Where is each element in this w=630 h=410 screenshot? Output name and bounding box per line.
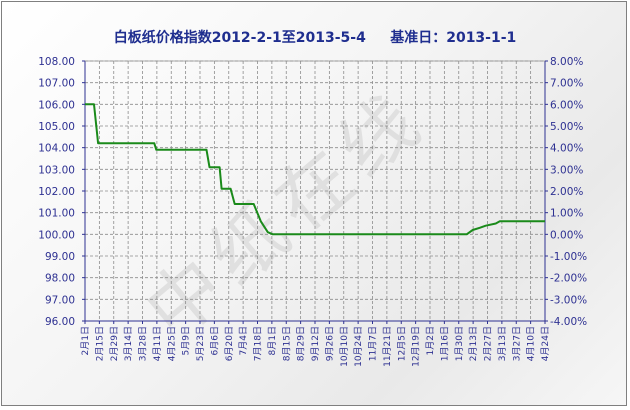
chart-title: 白板纸价格指数2012-2-1至2013-5-4 基准日：2013-1-1 [113, 30, 517, 46]
x-tick-label: 6月20日 [224, 326, 235, 361]
x-tick-label: 3月27日 [511, 326, 522, 361]
x-tick-label: 4月24日 [540, 326, 551, 361]
left-y-tick-label: 106.00 [38, 99, 75, 111]
x-tick-label: 6月6日 [209, 326, 220, 355]
x-tick-label: 11月21日 [382, 326, 393, 367]
right-y-tick-label: -2.00% [550, 273, 587, 285]
right-y-tick-label: -1.00% [550, 251, 587, 263]
x-tick-label: 2月13日 [468, 326, 479, 361]
x-tick-label: 1月30日 [454, 326, 465, 361]
x-tick-label: 2月1日 [80, 326, 91, 355]
x-tick-label: 10月24日 [353, 326, 364, 367]
left-y-tick-label: 100.00 [38, 229, 75, 241]
left-y-tick-label: 97.00 [45, 294, 75, 306]
x-tick-label: 4月11日 [152, 326, 163, 361]
x-tick-label: 2月27日 [483, 326, 494, 361]
x-tick-label: 12月19日 [411, 326, 422, 367]
right-y-tick-label: 7.00% [550, 78, 583, 90]
x-tick-label: 4月10日 [526, 326, 537, 361]
right-y-axis-ticks: 8.00% 7.00% 6.00% 5.00% 4.00% 3.00% 2.00% 1.00%… [545, 56, 587, 328]
x-tick-label: 4月25日 [166, 326, 177, 361]
x-tick-label: 1月16日 [439, 326, 450, 361]
left-y-axis-ticks: 108.00 107.00 106.00 105.00 104.00 103.00 102.… [38, 56, 85, 328]
x-tick-label: 9月12日 [310, 326, 321, 361]
right-y-tick-label: 4.00% [550, 143, 583, 155]
left-y-tick-label: 102.00 [38, 186, 75, 198]
right-y-tick-label: 0.00% [550, 229, 583, 241]
x-tick-label: 8月15日 [281, 326, 292, 361]
left-y-tick-label: 98.00 [45, 273, 75, 285]
right-y-tick-label: 5.00% [550, 121, 583, 133]
x-tick-label: 3月13日 [497, 326, 508, 361]
right-y-tick-label: 2.00% [550, 186, 583, 198]
x-tick-label: 7月4日 [238, 326, 249, 355]
line-chart: 108.00 107.00 106.00 105.00 104.00 103.00 102.… [38, 56, 587, 367]
gridlines [84, 60, 546, 322]
x-tick-label: 8月1日 [267, 326, 278, 355]
right-y-tick-label: 1.00% [550, 208, 583, 220]
x-tick-label: 5月9日 [181, 326, 192, 355]
left-y-tick-label: 105.00 [38, 121, 75, 133]
x-tick-label: 3月28日 [138, 326, 149, 361]
left-y-tick-label: 103.00 [38, 164, 75, 176]
left-y-tick-label: 107.00 [38, 78, 75, 90]
right-y-tick-label: 3.00% [550, 164, 583, 176]
left-y-tick-label: 108.00 [38, 56, 75, 68]
x-tick-label: 2月15日 [94, 326, 105, 361]
right-y-tick-label: 6.00% [550, 99, 583, 111]
left-y-tick-label: 96.00 [45, 316, 75, 328]
x-tick-label: 2月29日 [109, 326, 120, 361]
x-tick-label: 12月5日 [396, 326, 407, 361]
x-tick-label: 3月14日 [123, 326, 134, 361]
x-tick-label: 8月29日 [296, 326, 307, 361]
left-y-tick-label: 99.00 [45, 251, 75, 263]
x-tick-label: 10月10日 [339, 326, 350, 367]
x-tick-label: 9月26日 [324, 326, 335, 361]
x-tick-label: 5月23日 [195, 326, 206, 361]
x-tick-label: 7月18日 [253, 326, 264, 361]
right-y-tick-label: 8.00% [550, 56, 583, 68]
left-y-tick-label: 104.00 [38, 143, 75, 155]
x-tick-label: 11月7日 [368, 326, 379, 361]
right-y-tick-label: -3.00% [550, 294, 587, 306]
left-y-tick-label: 101.00 [38, 208, 75, 220]
x-tick-label: 1月2日 [425, 326, 436, 355]
right-y-tick-label: -4.00% [550, 316, 587, 328]
x-axis-ticks: 2月1日 2月15日 2月29日 3月14日 3月28日 4月11日 4月25日 5月9日 5月… [80, 321, 551, 367]
series-line [85, 103, 545, 236]
series-group [85, 103, 545, 236]
